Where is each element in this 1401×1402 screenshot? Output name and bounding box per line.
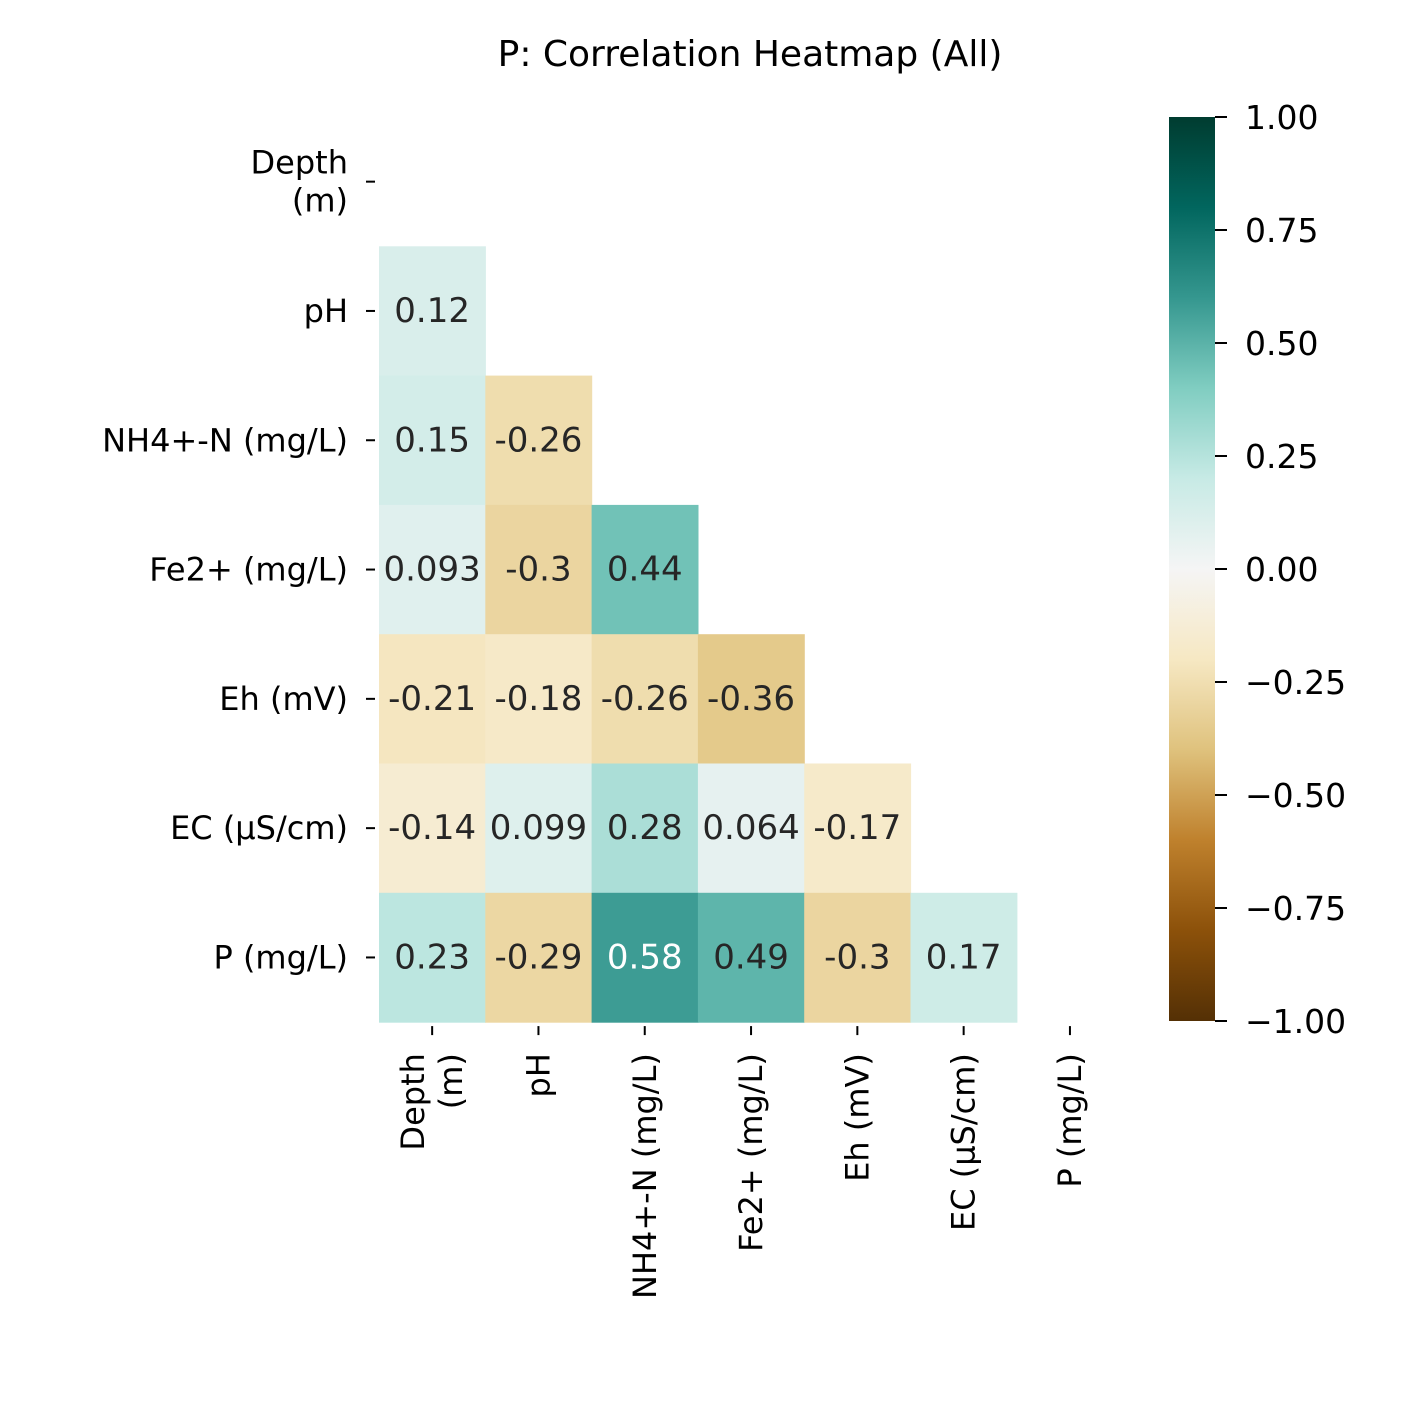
cell-value-label: 0.099: [490, 808, 587, 848]
heatmap-cell: [804, 763, 912, 894]
heatmap-cell: [379, 504, 486, 635]
heatmap-cell: [591, 763, 699, 894]
colorbar-tick-label: 1.00: [1245, 98, 1318, 137]
heatmap-cell: [697, 763, 805, 894]
cell-value-label: -0.3: [824, 937, 890, 977]
heatmap-cell: [591, 892, 699, 1023]
heatmap-cell: [591, 634, 699, 765]
colorbar-tick-label: 0.75: [1245, 211, 1318, 250]
x-tick-label: NH4+-N (mg/L): [626, 1053, 664, 1299]
colorbar-tick-label: 0.50: [1245, 324, 1318, 363]
colorbar-tick-label: −1.00: [1245, 1002, 1346, 1041]
cell-value-label: 0.28: [607, 808, 683, 848]
heatmap-cell: [485, 634, 593, 765]
x-tick-label: P (mg/L): [1051, 1053, 1089, 1188]
y-tick-label: P (mg/L): [213, 938, 348, 976]
y-tick-label: pH: [304, 292, 348, 330]
heatmap-cell: [485, 375, 593, 506]
y-tick-label: Eh (mV): [219, 680, 348, 718]
cell-value-label: -0.3: [505, 550, 571, 590]
cell-value-label: 0.15: [394, 420, 470, 460]
heatmap-cell: [591, 504, 699, 635]
heatmap-cell: [485, 892, 593, 1023]
cell-value-label: 0.23: [394, 937, 470, 977]
heatmap-cells: 0.12 0.15 -0.26 0.093 -0.3 0.44 -0.21 -0.18 -0.2…: [379, 246, 1018, 1023]
chart-title: P: Correlation Heatmap (All): [498, 34, 1003, 75]
heatmap-cell: [379, 763, 486, 894]
x-tick-label: pH: [519, 1053, 557, 1097]
heatmap-cell: [379, 634, 486, 765]
heatmap-cell: [697, 892, 805, 1023]
cell-value-label: -0.14: [388, 808, 476, 848]
cell-value-label: -0.21: [388, 679, 476, 719]
colorbar: 1.00 0.75 0.50 0.25 0.00 −0.25 −0.50 −0.75 −1.00: [1169, 98, 1346, 1041]
heatmap-cell: [379, 375, 486, 506]
heatmap-cell: [697, 634, 805, 765]
x-tick-label: Fe2+ (mg/L): [732, 1053, 770, 1252]
cell-value-label: -0.26: [601, 679, 689, 719]
heatmap-cell: [485, 763, 593, 894]
x-axis: Depth(m) pH NH4+-N (mg/L) Fe2+ (mg/L) Eh (mV…: [394, 1026, 1089, 1299]
colorbar-gradient: [1169, 117, 1215, 1021]
y-axis: Depth (m) pH NH4+-N (mg/L) Fe2+ (mg/L) Eh (mV…: [102, 144, 375, 976]
x-tick-label: EC (µS/cm): [945, 1053, 983, 1231]
heatmap-cell: [910, 892, 1018, 1023]
cell-value-label: -0.29: [494, 937, 582, 977]
colorbar-tick-label: −0.75: [1245, 889, 1346, 928]
heatmap-cell: [379, 246, 486, 377]
cell-value-label: -0.26: [494, 420, 582, 460]
cell-value-label: 0.093: [383, 550, 480, 590]
x-tick-label: Depth(m): [394, 1053, 470, 1150]
colorbar-tick-label: −0.25: [1245, 663, 1346, 702]
cell-value-label: -0.17: [813, 808, 901, 848]
colorbar-tick-label: 0.00: [1245, 550, 1318, 589]
cell-value-label: 0.064: [702, 808, 799, 848]
y-tick-label: EC (µS/cm): [170, 809, 348, 847]
heatmap-cell: [485, 504, 593, 635]
cell-value-label: -0.18: [494, 679, 582, 719]
cell-value-label: 0.49: [713, 937, 789, 977]
colorbar-tick-label: −0.50: [1245, 776, 1346, 815]
cell-value-label: 0.58: [607, 937, 683, 977]
cell-value-label: 0.44: [607, 550, 683, 590]
cell-value-label: -0.36: [707, 679, 795, 719]
x-tick-label: Eh (mV): [838, 1053, 876, 1182]
heatmap-cell: [379, 892, 486, 1023]
y-tick-label: Fe2+ (mg/L): [149, 551, 348, 589]
y-tick-label: Depth (m): [251, 144, 348, 220]
heatmap-cell: [804, 892, 912, 1023]
cell-value-label: 0.12: [394, 291, 470, 331]
y-tick-label: NH4+-N (mg/L): [102, 421, 348, 459]
cell-value-label: 0.17: [926, 937, 1002, 977]
colorbar-tick-label: 0.25: [1245, 437, 1318, 476]
